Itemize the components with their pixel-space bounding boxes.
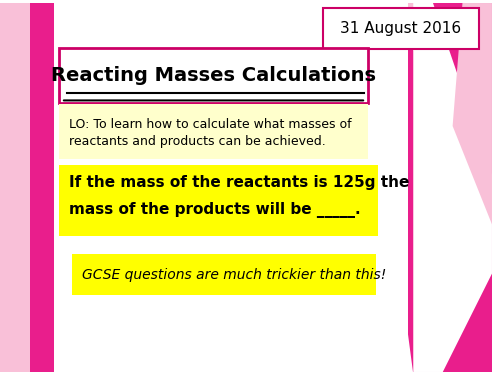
FancyBboxPatch shape [59, 48, 368, 104]
Text: GCSE questions are much trickier than this!: GCSE questions are much trickier than th… [82, 268, 386, 282]
Polygon shape [364, 3, 492, 372]
FancyBboxPatch shape [54, 3, 408, 372]
Text: If the mass of the reactants is 125g the: If the mass of the reactants is 125g the [69, 175, 409, 190]
Text: LO: To learn how to calculate what masses of: LO: To learn how to calculate what masse… [69, 117, 352, 130]
Polygon shape [452, 3, 492, 224]
Text: reactants and products can be achieved.: reactants and products can be achieved. [69, 135, 326, 148]
Polygon shape [384, 3, 492, 175]
FancyBboxPatch shape [59, 104, 368, 159]
FancyBboxPatch shape [72, 254, 376, 295]
Text: Reacting Masses Calculations: Reacting Masses Calculations [51, 66, 376, 86]
Polygon shape [433, 3, 492, 175]
FancyBboxPatch shape [322, 8, 479, 49]
Polygon shape [0, 3, 30, 372]
FancyBboxPatch shape [59, 165, 378, 236]
Text: 31 August 2016: 31 August 2016 [340, 21, 461, 36]
Polygon shape [0, 3, 59, 372]
Polygon shape [414, 3, 492, 372]
Text: mass of the products will be _____.: mass of the products will be _____. [69, 202, 360, 217]
